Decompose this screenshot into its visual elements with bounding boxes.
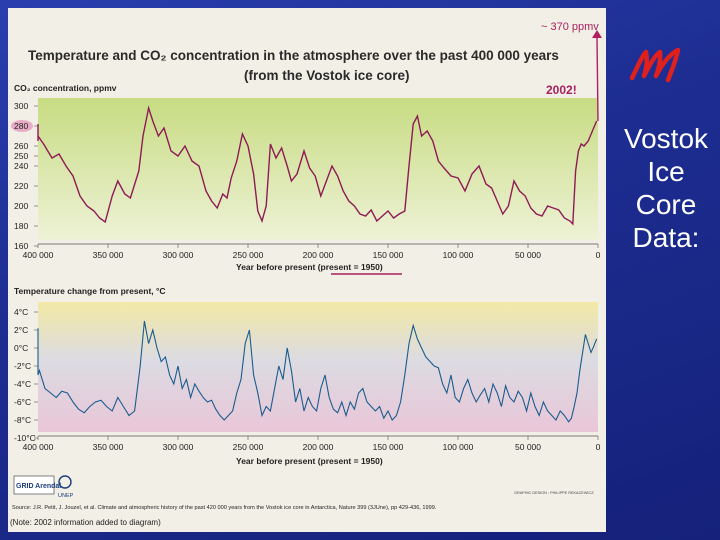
temp-xlabel: Year before present (present = 1950) bbox=[236, 456, 383, 466]
co2-y-tick-label: 240 bbox=[14, 161, 28, 171]
note-text: (Note: 2002 information added to diagram… bbox=[10, 518, 161, 527]
temp-plot-band bbox=[38, 302, 598, 432]
co2-x-tick-label: 350 000 bbox=[93, 250, 124, 260]
co2-280-highlight-oval bbox=[11, 120, 33, 132]
figure-title-line2: (from the Vostok ice core) bbox=[244, 68, 410, 83]
co2-x-tick-label: 150 000 bbox=[373, 250, 404, 260]
unep-logo-text: UNEP bbox=[58, 493, 74, 499]
temp-x-tick-label: 100 000 bbox=[443, 442, 474, 452]
temp-x-tick-label: 250 000 bbox=[233, 442, 264, 452]
temp-x-tick-label: 350 000 bbox=[93, 442, 124, 452]
co2-y-tick-label: 260 bbox=[14, 141, 28, 151]
co2-x-tick-label: 0 bbox=[596, 250, 601, 260]
figure-title-line1: Temperature and CO₂ concentration in the… bbox=[28, 48, 559, 63]
graphic-credit: GRAPHIC DESIGN : PHILIPPE REKACEWICZ bbox=[514, 491, 594, 495]
temp-y-tick-label: -6°C bbox=[14, 397, 31, 407]
co2-series-line bbox=[37, 105, 598, 226]
red-m-logo-icon bbox=[629, 47, 681, 83]
co2-x-tick-label: 50 000 bbox=[515, 250, 541, 260]
temp-x-ticks: 400 000 350 000 300 000 250 000 200 000 150 0… bbox=[23, 436, 601, 452]
temp-x-tick-label: 400 000 bbox=[23, 442, 54, 452]
grid-logo-text: GRID Arendal bbox=[16, 483, 61, 490]
temp-x-tick-label: 50 000 bbox=[515, 442, 541, 452]
temp-y-tick-label: 0°C bbox=[14, 343, 28, 353]
temp-x-tick-label: 0 bbox=[596, 442, 601, 452]
co2-x-tick-label: 200 000 bbox=[303, 250, 334, 260]
slide-title-line-3: Core bbox=[635, 189, 697, 220]
co2-ylabel: CO₂ concentration, ppmv bbox=[14, 83, 117, 93]
co2-x-tick-label: 100 000 bbox=[443, 250, 474, 260]
temp-y-ticks: 4°C 2°C 0°C -2°C -4°C -6°C -8°C -10°C bbox=[14, 307, 38, 443]
temp-x-tick-label: 150 000 bbox=[373, 442, 404, 452]
annotation-370-ppmv: ~ 370 ppmv bbox=[541, 21, 599, 33]
co2-x-tick-label: 250 000 bbox=[233, 250, 264, 260]
vostok-chart-svg: Temperature and CO₂ concentration in the… bbox=[10, 21, 602, 527]
vostok-figure: Temperature and CO₂ concentration in the… bbox=[8, 8, 606, 532]
temp-x-tick-label: 200 000 bbox=[303, 442, 334, 452]
temp-y-tick-label: -2°C bbox=[14, 361, 31, 371]
grid-arendal-logo: GRID Arendal bbox=[13, 475, 61, 495]
co2-plot-band bbox=[38, 98, 598, 240]
slide-title-line-4: Data: bbox=[632, 222, 700, 253]
co2-y-tick-label: 160 bbox=[14, 241, 28, 251]
temp-y-tick-label: 4°C bbox=[14, 307, 28, 317]
co2-2002-line bbox=[596, 37, 599, 122]
slide-title-line-2: Ice bbox=[647, 156, 685, 187]
co2-x-tick-label: 400 000 bbox=[23, 250, 54, 260]
temp-x-tick-label: 300 000 bbox=[163, 442, 194, 452]
temp-y-tick-label: -4°C bbox=[14, 379, 31, 389]
slide-title: Vostok Ice Core Data: bbox=[612, 122, 720, 254]
co2-y-tick-label: 180 bbox=[14, 221, 28, 231]
co2-2002-arrowhead bbox=[592, 30, 602, 38]
co2-y-tick-label: 280 bbox=[14, 121, 28, 131]
source-citation: Source: J.R. Petit, J. Jouzel, et al. Cl… bbox=[12, 505, 437, 511]
temp-y-tick-label: 2°C bbox=[14, 325, 28, 335]
co2-y-tick-label: 220 bbox=[14, 181, 28, 191]
co2-x-ticks: 400 000 350 000 300 000 250 000 200 000 150 0… bbox=[23, 244, 601, 260]
slide-title-line-1: Vostok bbox=[623, 123, 709, 154]
co2-y-tick-label: 300 bbox=[14, 101, 28, 111]
temp-y-tick-label: -10°C bbox=[14, 433, 36, 443]
co2-x-tick-label: 300 000 bbox=[163, 250, 194, 260]
temp-series-line bbox=[37, 320, 598, 423]
co2-280-highlight bbox=[11, 120, 33, 132]
annotation-2002: 2002! bbox=[546, 83, 577, 97]
co2-y-tick-label: 250 bbox=[14, 151, 28, 161]
temp-ylabel: Temperature change from present, °C bbox=[14, 286, 166, 296]
co2-xlabel: Year before present (present = 1950) bbox=[236, 262, 383, 272]
temp-y-tick-label: -8°C bbox=[14, 415, 31, 425]
unep-logo: UNEP bbox=[58, 475, 74, 499]
co2-y-tick-label: 200 bbox=[14, 201, 28, 211]
